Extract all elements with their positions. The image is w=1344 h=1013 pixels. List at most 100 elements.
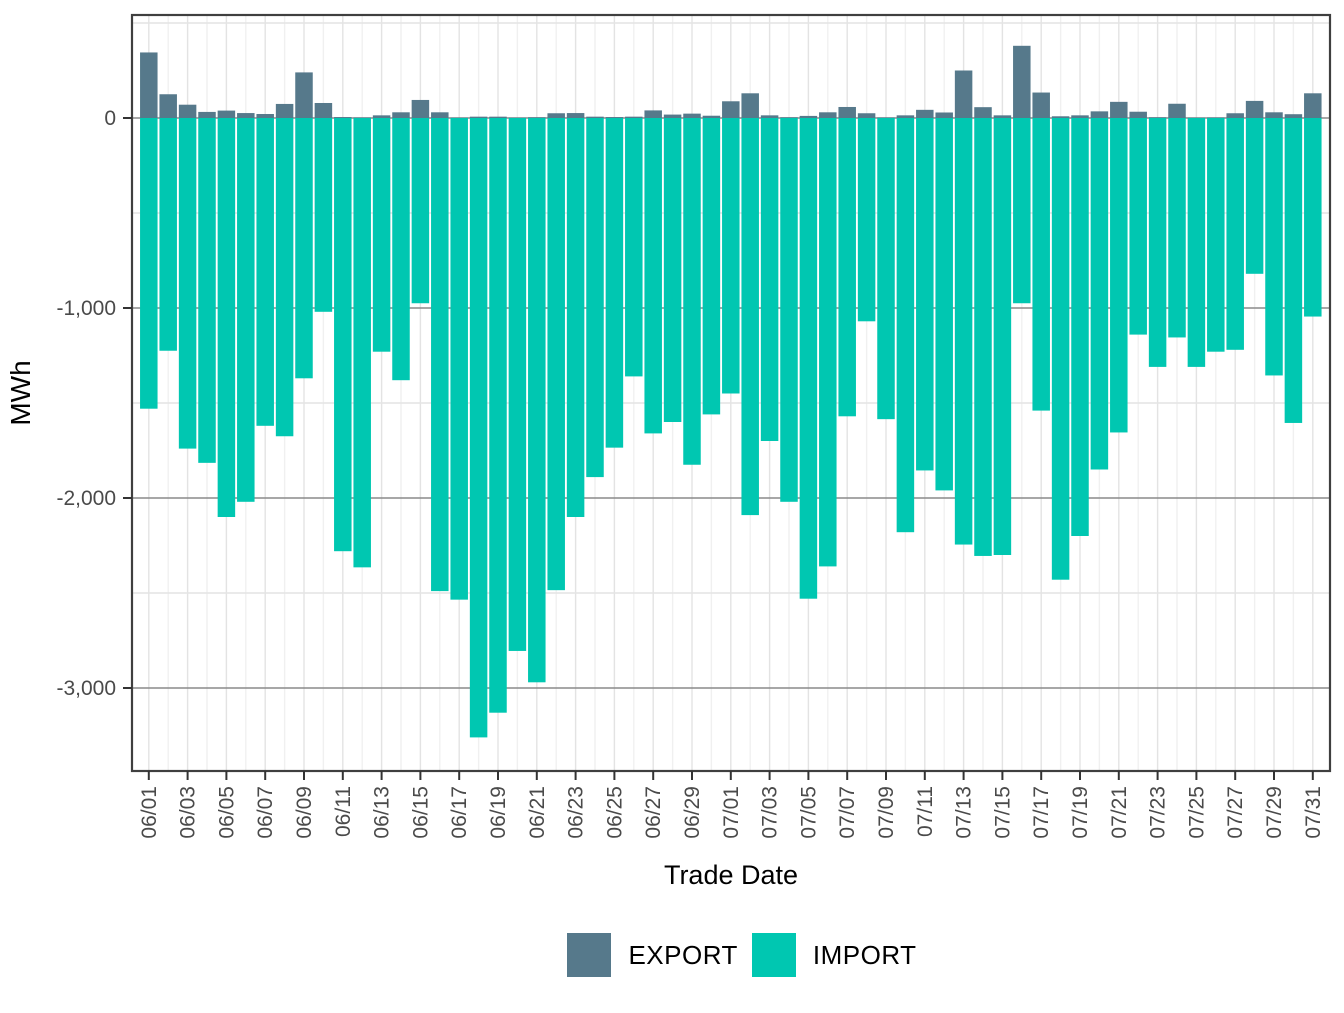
x-tick-label: 07/21 — [1108, 786, 1131, 839]
legend-label-import: IMPORT — [813, 940, 917, 971]
export-bar — [800, 116, 818, 118]
x-tick-label: 07/27 — [1224, 786, 1247, 839]
export-bar — [392, 112, 410, 118]
export-bar — [179, 105, 197, 118]
export-bar — [935, 112, 953, 118]
export-bar — [489, 117, 507, 118]
import-bar — [1052, 118, 1070, 580]
export-bar — [159, 94, 177, 118]
x-tick-label: 06/17 — [448, 786, 471, 839]
import-bar — [1207, 118, 1225, 352]
export-bar — [974, 107, 992, 118]
import-bar — [1304, 118, 1322, 317]
export-bar — [315, 103, 333, 118]
export-bar — [1091, 111, 1109, 118]
x-tick-label: 07/05 — [797, 786, 820, 839]
x-tick-label: 07/15 — [991, 786, 1014, 839]
export-bar — [373, 115, 391, 118]
export-bar — [198, 112, 216, 118]
x-axis-title: Trade Date — [664, 860, 798, 890]
x-tick-label: 07/31 — [1302, 786, 1325, 839]
x-tick-label: 06/23 — [565, 786, 588, 839]
import-bar — [1032, 118, 1050, 411]
import-bar — [198, 118, 216, 463]
y-tick-label: -3,000 — [56, 677, 116, 700]
x-tick-label: 06/25 — [603, 786, 626, 839]
x-tick-label: 07/25 — [1185, 786, 1208, 839]
import-bar — [1013, 118, 1031, 303]
x-tick-label: 06/27 — [642, 786, 665, 839]
x-tick-label: 06/13 — [371, 786, 394, 839]
export-bar — [334, 117, 352, 118]
import-bar — [606, 118, 624, 448]
import-bar — [1226, 118, 1244, 350]
export-bar — [625, 117, 643, 118]
import-bar — [625, 118, 643, 376]
x-tick-label: 07/01 — [720, 786, 743, 839]
import-bar — [567, 118, 585, 517]
export-swatch — [567, 933, 611, 977]
import-bar — [295, 118, 313, 378]
export-bar — [703, 116, 721, 118]
export-bar — [295, 72, 313, 118]
import-bar — [683, 118, 701, 465]
export-bar — [1168, 104, 1186, 118]
y-tick-label: -1,000 — [56, 297, 116, 320]
export-bar — [683, 114, 701, 118]
import-bar — [741, 118, 759, 515]
import-bar — [586, 118, 604, 477]
import-bar — [664, 118, 682, 422]
import-bar — [722, 118, 740, 394]
import-bar — [935, 118, 953, 490]
export-bar — [1265, 112, 1283, 118]
import-bar — [509, 118, 527, 651]
import-bar — [955, 118, 973, 545]
export-bar — [1207, 117, 1225, 118]
export-bar — [567, 113, 585, 118]
export-bar — [431, 112, 449, 118]
import-bar — [470, 118, 488, 737]
import-bar — [1091, 118, 1109, 470]
x-tick-label: 06/03 — [177, 786, 200, 839]
import-bar — [1149, 118, 1167, 367]
export-bar — [1149, 117, 1167, 118]
export-bar — [761, 115, 779, 118]
export-bar — [412, 100, 430, 118]
import-bar — [994, 118, 1012, 555]
x-tick-label: 07/07 — [836, 786, 859, 839]
import-bar — [1285, 118, 1303, 423]
import-bar — [819, 118, 837, 566]
export-bar — [838, 107, 856, 118]
export-bar — [819, 112, 837, 118]
import-bar — [644, 118, 662, 433]
legend-label-export: EXPORT — [628, 940, 737, 971]
x-tick-label: 07/13 — [953, 786, 976, 839]
import-bar — [800, 118, 818, 599]
export-bar — [644, 110, 662, 118]
import-bar — [838, 118, 856, 416]
export-bar — [470, 117, 488, 118]
import-bar — [1265, 118, 1283, 375]
export-bar — [1052, 116, 1070, 118]
export-bar — [547, 113, 565, 118]
export-bar — [218, 111, 236, 118]
export-bar — [1285, 114, 1303, 118]
export-bar — [664, 115, 682, 118]
import-bar — [547, 118, 565, 590]
export-bar — [237, 113, 255, 118]
export-bar — [916, 110, 934, 118]
import-bar — [412, 118, 430, 303]
export-bar — [1110, 102, 1128, 118]
import-bar — [218, 118, 236, 517]
import-bar — [353, 118, 371, 567]
export-bar — [897, 115, 915, 118]
x-tick-label: 06/07 — [254, 786, 277, 839]
x-tick-label: 06/05 — [215, 786, 238, 839]
import-bar — [974, 118, 992, 556]
x-tick-label: 07/29 — [1263, 786, 1286, 839]
import-bar — [431, 118, 449, 591]
export-bar — [256, 114, 274, 118]
x-tick-label: 06/01 — [138, 786, 161, 839]
